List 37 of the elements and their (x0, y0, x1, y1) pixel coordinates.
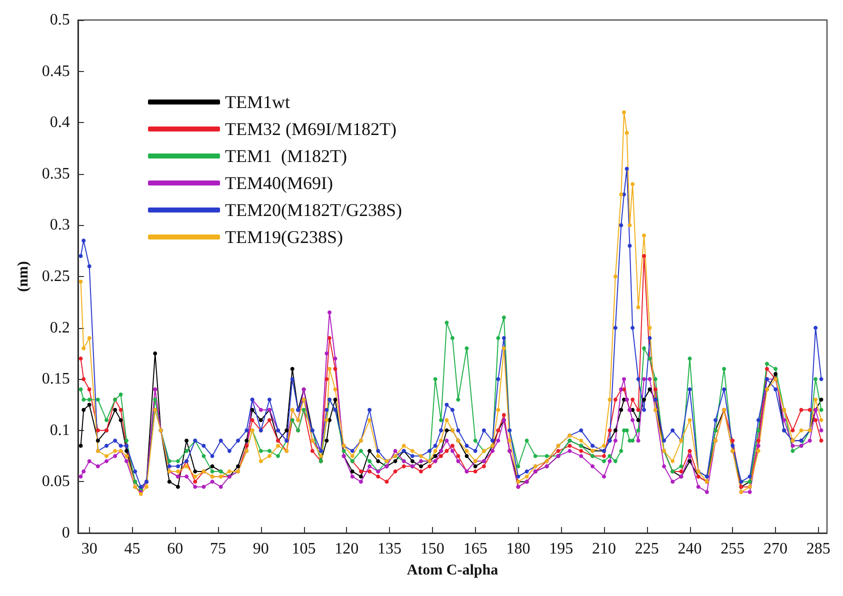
x-tick-label: 75 (210, 540, 226, 558)
y-tick-label: 0.05 (42, 473, 70, 490)
legend-label: TEM1 (M182T) (225, 146, 347, 166)
x-tick-label: 210 (592, 540, 616, 558)
y-tick-label: 0.5 (50, 12, 70, 28)
y-tick-label: 0.25 (42, 268, 70, 285)
y-tick-label: 0 (62, 524, 70, 542)
x-tick-label: 45 (124, 540, 140, 558)
x-tick-label: 90 (252, 540, 269, 558)
x-tick-label: 60 (167, 540, 184, 558)
x-tick-label: 195 (549, 540, 574, 558)
x-tick-label: 165 (463, 540, 488, 558)
y-axis-title: (nm) (16, 261, 32, 292)
x-axis-title: Atom C-alpha (406, 562, 499, 578)
legend-label: TEM32 (M69I/M182T) (225, 119, 396, 139)
x-tick-label: 30 (81, 540, 98, 558)
y-tick-label: 0.35 (42, 165, 70, 182)
legend-label: TEM20(M182T/G238S) (225, 200, 402, 220)
x-tick-label: 225 (634, 540, 659, 558)
x-tick-label: 270 (764, 540, 788, 558)
x-tick-label: 120 (334, 540, 359, 558)
x-tick-label: 150 (420, 540, 444, 558)
legend-label: TEM40(M69I) (225, 173, 333, 193)
x-tick-label: 135 (378, 540, 402, 558)
y-tick-label: 0.15 (42, 370, 70, 388)
y-tick-label: 0.1 (50, 422, 70, 439)
y-tick-label: 0.4 (50, 114, 70, 132)
x-tick-label: 180 (506, 540, 530, 558)
y-tick-label: 0.45 (42, 62, 70, 80)
legend-label: TEM1wt (225, 92, 290, 112)
x-tick-label: 255 (720, 540, 745, 558)
x-tick-label: 285 (806, 540, 830, 558)
y-tick-label: 0.3 (50, 216, 70, 234)
x-tick-label: 105 (292, 540, 316, 558)
legend-label: TEM19(G238S) (225, 227, 343, 247)
y-tick-label: 0.2 (50, 319, 70, 336)
x-tick-label: 240 (678, 540, 702, 558)
